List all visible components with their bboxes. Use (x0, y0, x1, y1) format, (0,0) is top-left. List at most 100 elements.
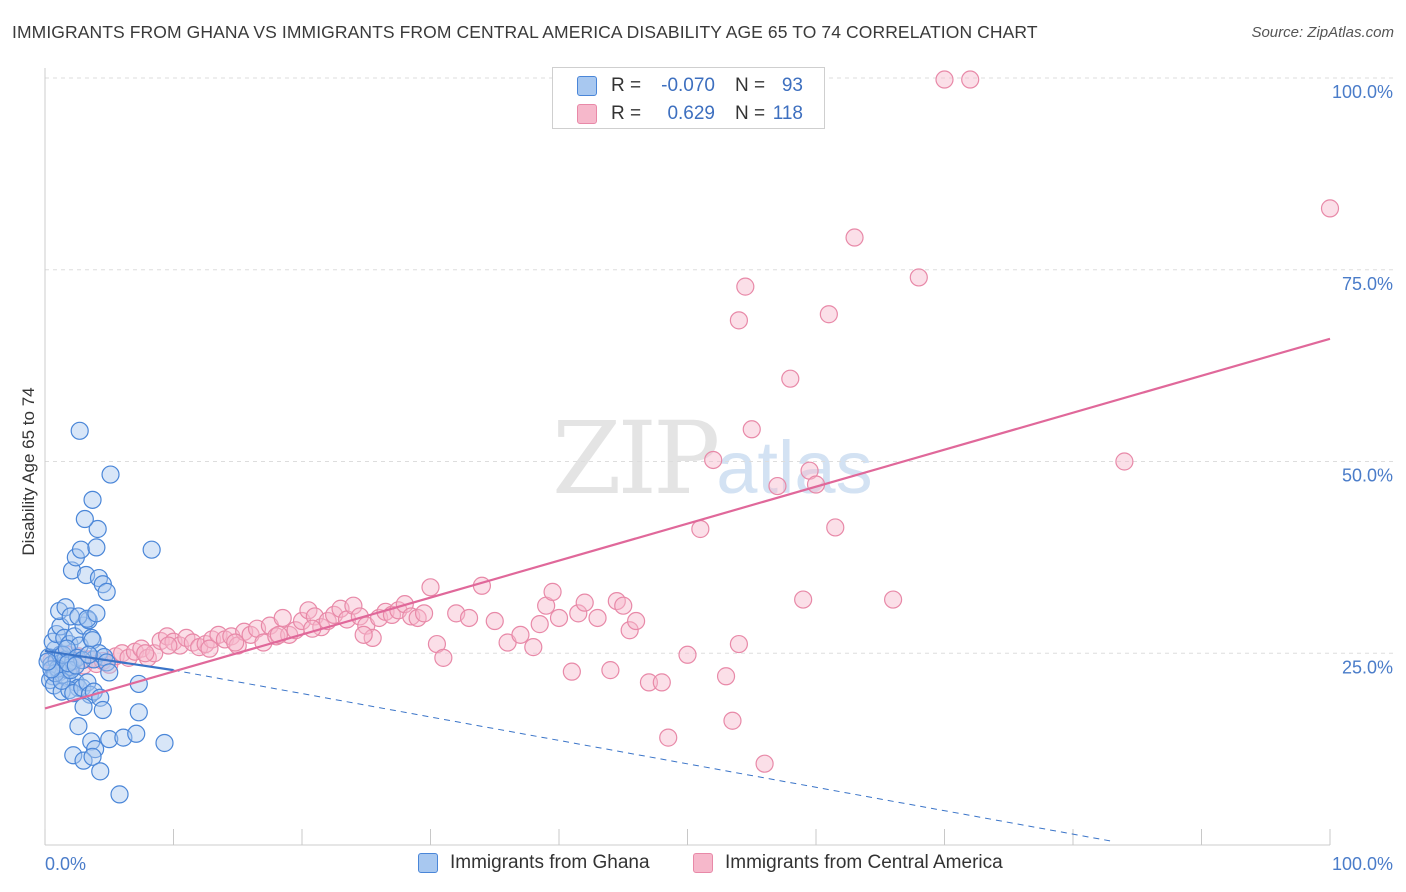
central-america-point (549, 608, 569, 628)
legend-swatch-central-america (577, 104, 597, 124)
central-america-point (575, 593, 594, 612)
central-america-point (530, 615, 549, 634)
watermark-atlas: atlas (716, 426, 873, 509)
source-label: Source: ZipAtlas.com (1251, 24, 1394, 41)
y-tick-label: 25.0% (1342, 657, 1393, 677)
central-america-point (485, 611, 504, 631)
ghana-point (70, 421, 89, 440)
ghana-point (66, 656, 85, 675)
ghana-point (142, 540, 161, 559)
legend-row-ghana: R = -0.070 N = 93 (553, 71, 824, 101)
central-america-point (472, 576, 491, 595)
ghana-point (56, 598, 75, 617)
legend-r-value: 0.629 (667, 103, 715, 124)
central-america-point (562, 662, 581, 681)
central-america-point (303, 619, 322, 638)
series-legend-central-america[interactable]: Immigrants from Central America (693, 852, 1003, 874)
ghana-point (101, 465, 120, 484)
central-america-point (620, 621, 639, 640)
legend-n-label: N = (735, 75, 766, 96)
central-america-point (408, 608, 427, 628)
central-america-point (421, 578, 440, 597)
central-america-point (588, 608, 607, 628)
ghana-point (110, 785, 129, 804)
central-america-point (614, 596, 633, 615)
central-america-point (200, 639, 219, 658)
legend-r-label: R = (611, 103, 642, 124)
central-america-point (736, 277, 755, 296)
ghana-point (100, 730, 119, 749)
central-america-point (716, 667, 736, 686)
ghana-point (155, 733, 174, 753)
central-america-point (794, 590, 813, 609)
series-swatch-central-america (693, 853, 713, 873)
central-america-point (159, 636, 178, 655)
central-america-point (768, 476, 787, 496)
central-america-point (729, 634, 749, 654)
y-tick-label: 100.0% (1332, 82, 1393, 102)
ghana-point (52, 682, 71, 701)
ghana-point (74, 697, 93, 717)
central-america-point (781, 369, 800, 388)
central-america-point (511, 625, 530, 644)
ghana-point (69, 717, 88, 736)
x-tick-label: 100.0% (1332, 854, 1393, 874)
series-legend-ghana[interactable]: Immigrants from Ghana (418, 852, 650, 874)
y-axis-title: Disability Age 65 to 74 (19, 387, 38, 555)
central-america-point (742, 420, 761, 439)
x-tick-label: 0.0% (45, 854, 86, 874)
central-america-point (226, 633, 245, 652)
ghana-point (93, 700, 112, 720)
central-america-point (729, 311, 749, 330)
central-america-point (414, 604, 434, 623)
legend-r-value: -0.070 (661, 75, 715, 96)
legend-n-value: 118 (772, 103, 803, 124)
ghana-point (79, 645, 98, 664)
ghana-point (87, 538, 106, 557)
legend-swatch-ghana (577, 76, 597, 96)
legend-r-label: R = (611, 75, 642, 96)
ghana-point (78, 609, 97, 628)
central-america-point (678, 645, 697, 664)
ghana-point (71, 540, 91, 559)
central-america-point (459, 608, 479, 628)
central-america-trend-line (44, 337, 1331, 710)
central-america-point (569, 604, 588, 623)
central-america-point (344, 596, 363, 615)
central-america-point (626, 611, 646, 631)
ghana-point (83, 490, 102, 509)
y-tick-label: 75.0% (1342, 274, 1393, 294)
central-america-point (639, 673, 659, 692)
central-america-point (434, 648, 453, 667)
central-america-point (543, 582, 562, 601)
central-america-point (883, 590, 903, 609)
central-america-point (659, 728, 678, 747)
central-america-point (524, 638, 543, 657)
central-america-point (909, 268, 928, 287)
central-america-point (1320, 199, 1340, 218)
ghana-point (87, 604, 106, 623)
central-america-point (961, 70, 980, 89)
legend-row-central-america: R = 0.629 N = 118 (553, 99, 824, 129)
central-america-point (845, 228, 864, 247)
ghana-point (38, 652, 57, 671)
series-swatch-ghana (418, 853, 438, 873)
ghana-point (75, 509, 94, 529)
chart-title: IMMIGRANTS FROM GHANA VS IMMIGRANTS FROM… (12, 22, 1038, 42)
central-america-point (1115, 452, 1134, 471)
y-tick-label: 50.0% (1342, 466, 1393, 486)
ghana-trend-line (44, 649, 174, 672)
series-legend: Immigrants from Ghana Immigrants from Ce… (0, 852, 1406, 878)
central-america-point (607, 591, 626, 611)
ghana-trend-extension (173, 669, 1112, 842)
central-america-point (935, 70, 954, 89)
ghana-point (127, 724, 146, 743)
central-america-point (723, 711, 742, 730)
central-america-point (704, 450, 723, 470)
watermark: ZIPatlas (552, 400, 873, 517)
central-america-point (177, 628, 196, 648)
ghana-point (73, 678, 92, 697)
legend-n-label: N = (735, 103, 766, 124)
ghana-point (129, 703, 148, 722)
ghana-point (97, 582, 116, 601)
